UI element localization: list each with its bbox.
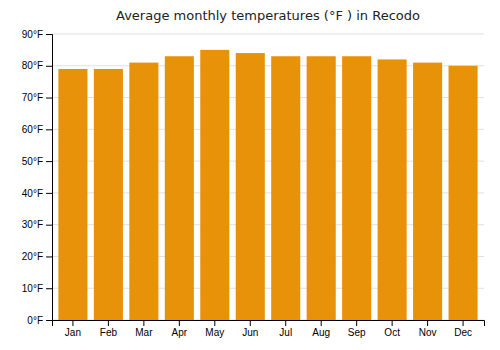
tick-label: 60°F [22, 124, 43, 135]
tick: Aug [312, 320, 330, 338]
chart: 0°F 10°F 20°F 30°F 40°F 50°F 60°F 70°F 80°F 90°F J… [0, 0, 500, 350]
tick-label: May [205, 327, 224, 338]
tick-label: Feb [100, 327, 118, 338]
tick-label: Apr [172, 327, 188, 338]
tick-mark [46, 129, 52, 130]
tick: 0°F [27, 315, 52, 326]
tick-mark [179, 320, 180, 326]
bar [58, 69, 87, 320]
tick: Jul [279, 320, 292, 338]
tick: 70°F [22, 92, 52, 103]
tick-mark [356, 320, 357, 326]
tick-mark [46, 34, 52, 35]
tick-mark [46, 256, 52, 257]
tick-mark [72, 320, 73, 326]
tick-label: 30°F [22, 219, 43, 230]
tick: Feb [100, 320, 118, 338]
tick-mark [46, 288, 52, 289]
y-axis: 0°F 10°F 20°F 30°F 40°F 50°F 60°F 70°F 80°F 90°F [22, 29, 53, 326]
tick: 30°F [22, 219, 52, 230]
axis-line [46, 35, 53, 321]
tick-mark [427, 320, 428, 326]
tick-mark [46, 225, 52, 226]
bar [307, 56, 336, 320]
tick: 60°F [22, 124, 52, 135]
bar [129, 63, 158, 320]
tick-mark [214, 320, 215, 326]
tick: 80°F [22, 60, 52, 71]
bar [449, 66, 478, 320]
tick: Sep [348, 320, 366, 338]
tick-label: Aug [312, 327, 330, 338]
grid [52, 34, 484, 320]
tick-label: Jan [65, 327, 81, 338]
bar [165, 56, 194, 320]
bars [58, 50, 477, 320]
tick: 20°F [22, 251, 52, 262]
bar [342, 56, 371, 320]
tick-label: 90°F [22, 29, 43, 40]
tick-mark [463, 320, 464, 326]
tick-label: Mar [135, 327, 153, 338]
tick-mark [46, 193, 52, 194]
tick-label: Dec [454, 327, 472, 338]
tick-label: 80°F [22, 60, 43, 71]
tick: Jun [242, 320, 258, 338]
tick-mark [46, 98, 52, 99]
title: Average monthly temperatures (°F ) in Re… [116, 8, 420, 23]
tick: May [205, 320, 224, 338]
tick-label: Sep [348, 327, 366, 338]
tick-mark [143, 320, 144, 326]
tick-mark [46, 66, 52, 67]
tick-label: 0°F [27, 315, 43, 326]
tick-label: Jun [242, 327, 258, 338]
bar [236, 53, 265, 320]
tick: Nov [419, 320, 437, 338]
tick-label: 70°F [22, 92, 43, 103]
tick: Apr [172, 320, 188, 338]
tick: Mar [135, 320, 153, 338]
tick-mark [250, 320, 251, 326]
tick: 50°F [22, 156, 52, 167]
tick-mark [392, 320, 393, 326]
tick-mark [285, 320, 286, 326]
grid-line [52, 34, 484, 35]
bar [94, 69, 123, 320]
tick: Jan [65, 320, 81, 338]
bar [378, 59, 407, 320]
tick-label: 50°F [22, 156, 43, 167]
tick: 90°F [22, 29, 52, 40]
tick-label: 10°F [22, 283, 43, 294]
tick-mark [46, 320, 52, 321]
tick-label: Nov [419, 327, 437, 338]
tick-label: 40°F [22, 188, 43, 199]
tick-label: 20°F [22, 251, 43, 262]
tick-label: Oct [384, 327, 400, 338]
tick: Oct [384, 320, 400, 338]
tick: 10°F [22, 283, 52, 294]
bar [271, 56, 300, 320]
x-axis: Jan Feb Mar Apr May Jun Jul Aug Sep Oct Nov Dec [53, 320, 485, 338]
bar [200, 50, 229, 320]
tick-mark [321, 320, 322, 326]
tick-mark [108, 320, 109, 326]
tick-label: Jul [279, 327, 292, 338]
tick: 40°F [22, 188, 52, 199]
tick: Dec [454, 320, 472, 338]
tick-mark [46, 161, 52, 162]
axis-line [53, 321, 485, 327]
bar [413, 63, 442, 320]
